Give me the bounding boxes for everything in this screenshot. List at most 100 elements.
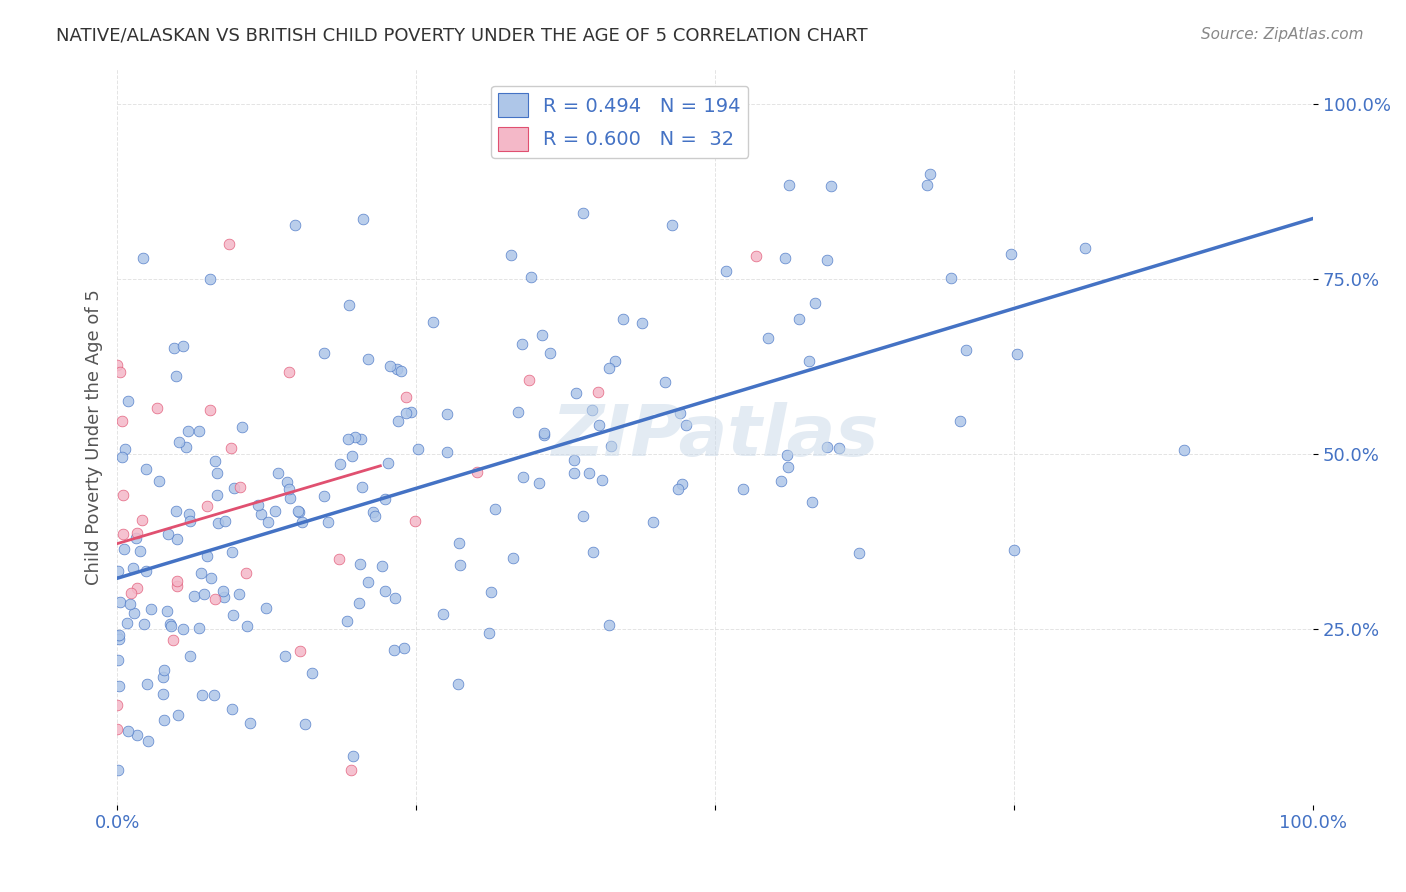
Point bbox=[108, 628, 131, 642]
Point bbox=[467, 465, 489, 479]
Point bbox=[254, 601, 277, 615]
Point bbox=[127, 526, 149, 541]
Point bbox=[120, 586, 142, 600]
Point bbox=[212, 584, 235, 599]
Point bbox=[205, 488, 228, 502]
Point bbox=[214, 515, 236, 529]
Point bbox=[530, 327, 553, 342]
Point bbox=[363, 505, 385, 519]
Point bbox=[384, 591, 406, 605]
Point bbox=[436, 408, 458, 422]
Point bbox=[533, 427, 555, 442]
Point bbox=[769, 475, 792, 489]
Point bbox=[117, 723, 139, 738]
Point bbox=[756, 331, 779, 345]
Point bbox=[533, 426, 555, 441]
Point bbox=[108, 595, 131, 609]
Point bbox=[228, 479, 250, 493]
Point bbox=[287, 504, 309, 518]
Point bbox=[815, 252, 838, 267]
Point bbox=[714, 263, 737, 277]
Point bbox=[349, 557, 371, 571]
Point bbox=[290, 644, 312, 658]
Point bbox=[276, 475, 298, 489]
Point bbox=[153, 663, 176, 677]
Point bbox=[581, 403, 603, 417]
Point bbox=[278, 491, 301, 505]
Point bbox=[108, 679, 131, 693]
Point bbox=[377, 456, 399, 470]
Point bbox=[1005, 347, 1028, 361]
Point bbox=[827, 441, 849, 455]
Point bbox=[612, 311, 634, 326]
Point bbox=[274, 649, 297, 664]
Point bbox=[267, 466, 290, 480]
Point bbox=[219, 441, 242, 455]
Point bbox=[378, 359, 401, 373]
Point bbox=[235, 618, 257, 632]
Point bbox=[815, 440, 838, 454]
Point bbox=[661, 219, 683, 233]
Point bbox=[347, 596, 370, 610]
Point bbox=[177, 425, 200, 439]
Point bbox=[578, 466, 600, 480]
Point bbox=[479, 585, 502, 599]
Point bbox=[538, 346, 561, 360]
Point bbox=[132, 616, 155, 631]
Point bbox=[288, 505, 311, 519]
Point bbox=[775, 448, 797, 462]
Point bbox=[598, 618, 620, 632]
Text: NATIVE/ALASKAN VS BRITISH CHILD POVERTY UNDER THE AGE OF 5 CORRELATION CHART: NATIVE/ALASKAN VS BRITISH CHILD POVERTY … bbox=[56, 27, 868, 45]
Point bbox=[294, 717, 316, 731]
Point bbox=[820, 179, 842, 194]
Point bbox=[114, 542, 136, 557]
Point bbox=[115, 615, 138, 630]
Point bbox=[374, 491, 396, 506]
Point bbox=[291, 515, 314, 529]
Text: ZIPatlas: ZIPatlas bbox=[551, 402, 879, 471]
Point bbox=[200, 272, 222, 286]
Point bbox=[562, 453, 585, 467]
Point bbox=[600, 439, 623, 453]
Point bbox=[218, 236, 240, 251]
Point bbox=[342, 749, 364, 764]
Point bbox=[162, 633, 184, 648]
Point bbox=[339, 763, 361, 777]
Text: Source: ZipAtlas.com: Source: ZipAtlas.com bbox=[1201, 27, 1364, 42]
Point bbox=[108, 365, 131, 379]
Point bbox=[190, 566, 212, 580]
Point bbox=[389, 364, 412, 378]
Point bbox=[195, 549, 218, 563]
Point bbox=[135, 461, 157, 475]
Point bbox=[631, 316, 654, 330]
Point bbox=[152, 687, 174, 701]
Point bbox=[187, 425, 209, 439]
Point bbox=[153, 713, 176, 727]
Point bbox=[508, 405, 530, 419]
Point bbox=[733, 482, 755, 496]
Point bbox=[565, 386, 588, 401]
Point bbox=[605, 354, 627, 368]
Point bbox=[1074, 241, 1097, 255]
Point bbox=[392, 640, 415, 655]
Point bbox=[172, 622, 194, 636]
Point bbox=[449, 558, 471, 572]
Point bbox=[406, 442, 429, 456]
Point bbox=[183, 589, 205, 603]
Point bbox=[336, 614, 359, 628]
Point bbox=[250, 507, 273, 521]
Point bbox=[125, 581, 148, 595]
Point bbox=[671, 477, 693, 491]
Point bbox=[915, 178, 938, 193]
Point bbox=[166, 532, 188, 546]
Point bbox=[562, 466, 585, 480]
Point bbox=[105, 629, 128, 643]
Point bbox=[222, 481, 245, 495]
Point bbox=[1002, 542, 1025, 557]
Point bbox=[588, 417, 610, 432]
Point bbox=[387, 414, 409, 428]
Point bbox=[136, 734, 159, 748]
Point bbox=[301, 665, 323, 680]
Point bbox=[669, 406, 692, 420]
Point bbox=[675, 418, 697, 433]
